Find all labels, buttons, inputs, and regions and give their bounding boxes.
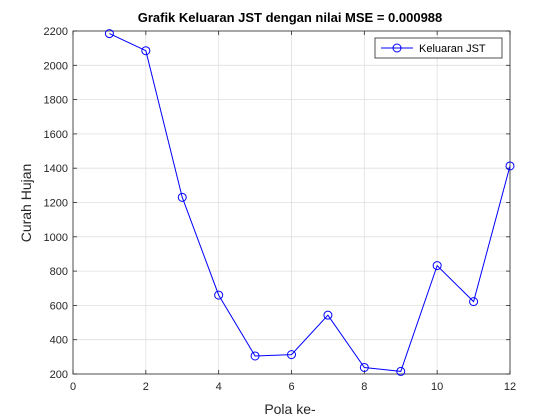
- data-point: [250, 351, 260, 361]
- x-tick-label: 0: [70, 381, 76, 393]
- data-point: [141, 46, 151, 56]
- y-tick-label: 1600: [44, 129, 68, 141]
- legend: Keluaran JST: [374, 37, 503, 59]
- legend-label: Keluaran JST: [419, 43, 486, 55]
- y-tick-label: 1800: [44, 95, 68, 107]
- y-tick-label: 1000: [44, 232, 68, 244]
- y-tick-label: 2200: [44, 26, 68, 38]
- data-point: [396, 366, 406, 376]
- x-tick-label: 12: [504, 381, 516, 393]
- x-tick-label: 8: [361, 381, 367, 393]
- legend-marker: [392, 43, 402, 53]
- y-tick-label: 1200: [44, 198, 68, 210]
- y-tick-label: 1400: [44, 163, 68, 175]
- data-point: [104, 29, 114, 39]
- y-tick-label: 2000: [44, 60, 68, 72]
- y-tick-label: 600: [50, 300, 68, 312]
- data-point: [177, 192, 187, 202]
- data-point: [505, 161, 515, 171]
- data-point: [432, 261, 442, 271]
- data-point: [359, 362, 369, 372]
- data-point: [323, 310, 333, 320]
- y-tick-label: 800: [50, 266, 68, 278]
- y-tick-label: 200: [50, 369, 68, 381]
- legend-box: [374, 37, 503, 59]
- data-point: [287, 350, 296, 360]
- x-tick-label: 4: [216, 381, 222, 393]
- series-line: [109, 33, 511, 372]
- data-point: [469, 297, 479, 307]
- y-axis-label: Curah Hujan: [18, 164, 34, 243]
- chart-title: Grafik Keluaran JST dengan nilai MSE = 0…: [138, 10, 443, 25]
- x-axis-label: Pola ke-: [264, 401, 316, 417]
- x-tick-label: 2: [143, 381, 149, 393]
- x-tick-label: 10: [431, 381, 443, 393]
- data-point: [214, 290, 224, 300]
- x-tick-label: 6: [288, 381, 294, 393]
- y-tick-label: 400: [50, 335, 68, 347]
